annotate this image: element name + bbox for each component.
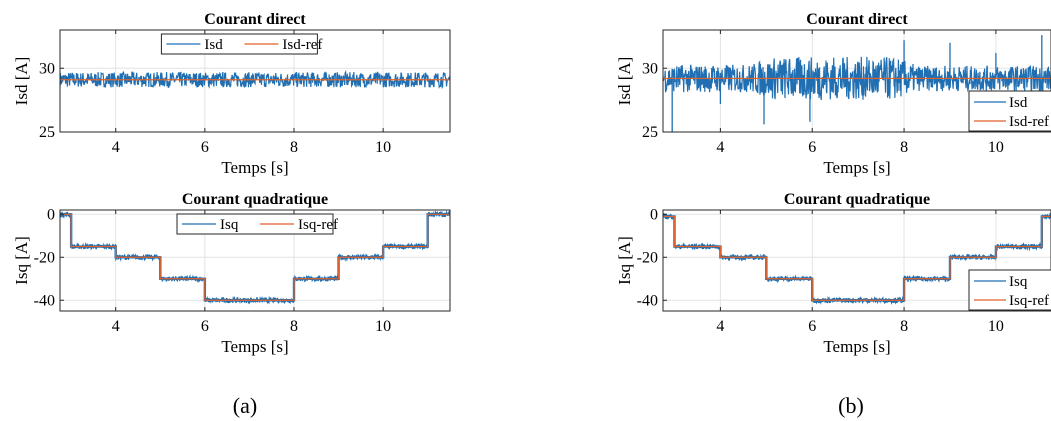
legend-entry: Isd-ref: [1009, 114, 1049, 130]
caption-a: (a): [232, 393, 258, 418]
y-tick-label: 0: [650, 206, 658, 223]
caption-b: (b): [838, 393, 864, 418]
x-tick-label: 6: [808, 318, 816, 335]
series-isd: [60, 69, 450, 90]
legend: Isq Isq-ref: [968, 269, 1051, 311]
axes-box: [662, 209, 1051, 312]
x-tick-label: 10: [375, 318, 391, 335]
legend-box: [176, 213, 334, 235]
legend-entry: Isd: [1009, 95, 1028, 111]
x-tick-label: 10: [988, 318, 1004, 335]
x-tick-label: 4: [112, 318, 120, 335]
legend-box: [968, 90, 1051, 132]
legend-entry: Isd: [204, 37, 223, 53]
series-isq-ref: [663, 215, 1051, 301]
chart-title: Courant quadratique: [182, 191, 328, 208]
y-tick-label: 25: [39, 124, 55, 141]
legend: Isd Isd-ref: [968, 90, 1051, 132]
series-group: [60, 69, 450, 90]
legend-entry: Isd-ref: [282, 37, 322, 53]
y-tick-label: -20: [637, 249, 658, 266]
y-axis-label: Isd [A]: [12, 57, 31, 106]
y-tick-label: 30: [39, 60, 55, 77]
axes-box: [662, 29, 1051, 133]
series-group: [663, 35, 1051, 132]
x-tick-label: 10: [375, 139, 391, 156]
plot-a-top: 4 6 8 10 25 30 Courant direct Temps [s] Isd [A] I…: [12, 11, 451, 177]
y-axis-label: Isd [A]: [615, 57, 634, 106]
plot-a-bot: 4 6 8 10 -40 -20 0 Courant quadratique Temps [s]…: [12, 191, 451, 356]
x-axis-label: Temps [s]: [823, 158, 890, 177]
x-tick-label: 8: [900, 139, 908, 156]
plot-b-top: 4 6 8 10 25 30 Courant direct Temps [s] Isd [A] I…: [615, 11, 1051, 177]
y-axis-label: Isq [A]: [12, 236, 31, 285]
legend-entry: Isq-ref: [1009, 293, 1049, 309]
chart-title: Courant quadratique: [784, 191, 930, 208]
y-tick-label: -40: [34, 292, 55, 309]
x-tick-label: 6: [201, 139, 209, 156]
y-axis-label: Isq [A]: [615, 236, 634, 285]
legend-box: [160, 33, 318, 55]
x-tick-label: 8: [290, 318, 298, 335]
y-tick-label: 30: [642, 60, 658, 77]
x-axis-label: Temps [s]: [221, 337, 288, 356]
x-tick-label: 8: [290, 139, 298, 156]
y-tick-label: -20: [34, 249, 55, 266]
x-tick-label: 8: [900, 318, 908, 335]
series-group: [663, 212, 1051, 306]
x-tick-label: 4: [112, 139, 120, 156]
legend-box: [968, 269, 1051, 311]
legend-entry: Isq: [220, 217, 239, 233]
y-tick-label: 0: [47, 206, 55, 223]
y-tick-label: -40: [637, 292, 658, 309]
legend-entry: Isq: [1009, 274, 1028, 290]
legend: Isd Isd-ref: [160, 33, 322, 55]
legend: Isq Isq-ref: [176, 213, 338, 235]
series-group: [60, 210, 450, 305]
y-tick-label: 25: [642, 124, 658, 141]
axes-box: [59, 209, 451, 312]
chart-title: Courant direct: [204, 11, 306, 28]
legend-entry: Isq-ref: [298, 217, 338, 233]
x-axis-label: Temps [s]: [823, 337, 890, 356]
series-isq-ref: [60, 213, 450, 301]
x-tick-label: 6: [808, 139, 816, 156]
x-tick-label: 10: [988, 139, 1004, 156]
x-tick-label: 4: [716, 139, 724, 156]
axes-box: [59, 29, 451, 133]
x-tick-label: 6: [201, 318, 209, 335]
plot-b-bot: 4 6 8 10 -40 -20 0 Courant quadratique Temps [s]…: [615, 191, 1051, 356]
x-tick-label: 4: [716, 318, 724, 335]
x-axis-label: Temps [s]: [221, 158, 288, 177]
chart-title: Courant direct: [806, 11, 908, 28]
